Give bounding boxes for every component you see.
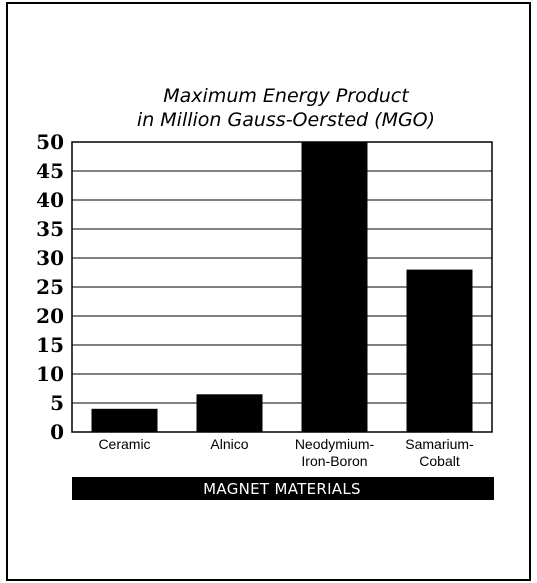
plot-border bbox=[71, 141, 493, 433]
y-tick-label: 20 bbox=[36, 304, 64, 328]
x-tick-label: Alnico bbox=[210, 436, 248, 452]
y-tick-label: 35 bbox=[36, 217, 64, 241]
chart-title-line-2: in Million Gauss-Oersted (MGO) bbox=[137, 109, 435, 131]
bar bbox=[196, 394, 263, 432]
y-tick-label: 0 bbox=[50, 420, 64, 444]
y-tick-label: 15 bbox=[36, 333, 64, 357]
bars bbox=[91, 142, 473, 432]
y-tick-label: 5 bbox=[50, 391, 64, 415]
x-axis-label-banner bbox=[72, 477, 494, 500]
y-axis-ticks: 0 5 10 15 20 25 30 35 40 45 50 bbox=[36, 130, 64, 444]
x-tick-label: Neodymium-Iron-Boron bbox=[295, 436, 375, 469]
x-axis-label: MAGNET MATERIALS bbox=[203, 480, 361, 498]
bar bbox=[91, 408, 158, 432]
chart-title-line-1: Maximum Energy Product bbox=[163, 85, 410, 107]
x-tick-label: Ceramic bbox=[98, 436, 150, 452]
y-tick-label: 50 bbox=[36, 130, 64, 154]
bar bbox=[301, 142, 368, 432]
y-tick-label: 45 bbox=[36, 159, 64, 183]
x-tick-label: Samarium-Cobalt bbox=[405, 436, 474, 469]
y-tick-label: 10 bbox=[36, 362, 64, 386]
y-tick-label: 25 bbox=[36, 275, 64, 299]
y-tick-label: 30 bbox=[36, 246, 64, 270]
bar bbox=[406, 269, 473, 432]
x-axis-ticks: Ceramic Alnico Neodymium-Iron-Boron Samariu… bbox=[98, 436, 474, 469]
y-tick-label: 40 bbox=[36, 188, 64, 212]
